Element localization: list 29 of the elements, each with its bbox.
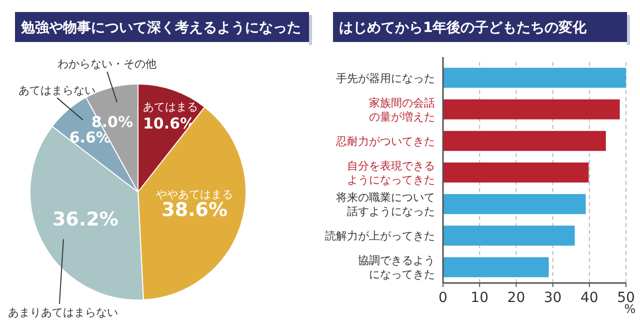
- slice-label: あまりあてはまらない: [8, 306, 118, 319]
- x-tick-label: 40: [580, 290, 598, 306]
- y-tick-label: 読解力が上がってきた: [325, 230, 435, 243]
- slice-label: あてはまる: [143, 100, 198, 114]
- x-tick-label: 10: [470, 290, 489, 306]
- bar: [443, 257, 549, 278]
- x-tick-label: 20: [507, 290, 526, 306]
- bar: [443, 130, 606, 151]
- y-tick-label: 自分を表現できるようになってきた: [347, 160, 435, 186]
- chart-title: はじめてから1年後の子どもたちの変化: [339, 19, 588, 36]
- y-tick-label: 手先が器用になった: [336, 72, 435, 85]
- y-tick-label: 家族間の会話の量が増えた: [369, 96, 435, 124]
- slice-label: わからない・その他: [58, 58, 157, 71]
- data-label: 38.6%: [162, 199, 228, 221]
- slice-label: ややあてはまる: [156, 188, 234, 201]
- bar: [443, 99, 620, 120]
- y-tick-label: 将来の職業について話すようになった: [335, 191, 435, 218]
- bar: [443, 226, 575, 246]
- bar: [443, 162, 589, 182]
- y-tick-label: 協調できるようになってきた: [358, 254, 435, 282]
- x-tick-label: 30: [544, 290, 562, 306]
- x-tick-label: 0: [438, 290, 448, 306]
- x-axis-title: %: [624, 302, 636, 316]
- y-tick-label: 忍耐力がついてきた: [335, 134, 435, 148]
- bar: [443, 194, 586, 214]
- slice-label: あてはまらない: [18, 84, 96, 97]
- chart-title: 勉強や物事について深く考えるようになった: [20, 20, 301, 36]
- data-label: 36.2%: [52, 208, 118, 231]
- bar: [443, 68, 626, 88]
